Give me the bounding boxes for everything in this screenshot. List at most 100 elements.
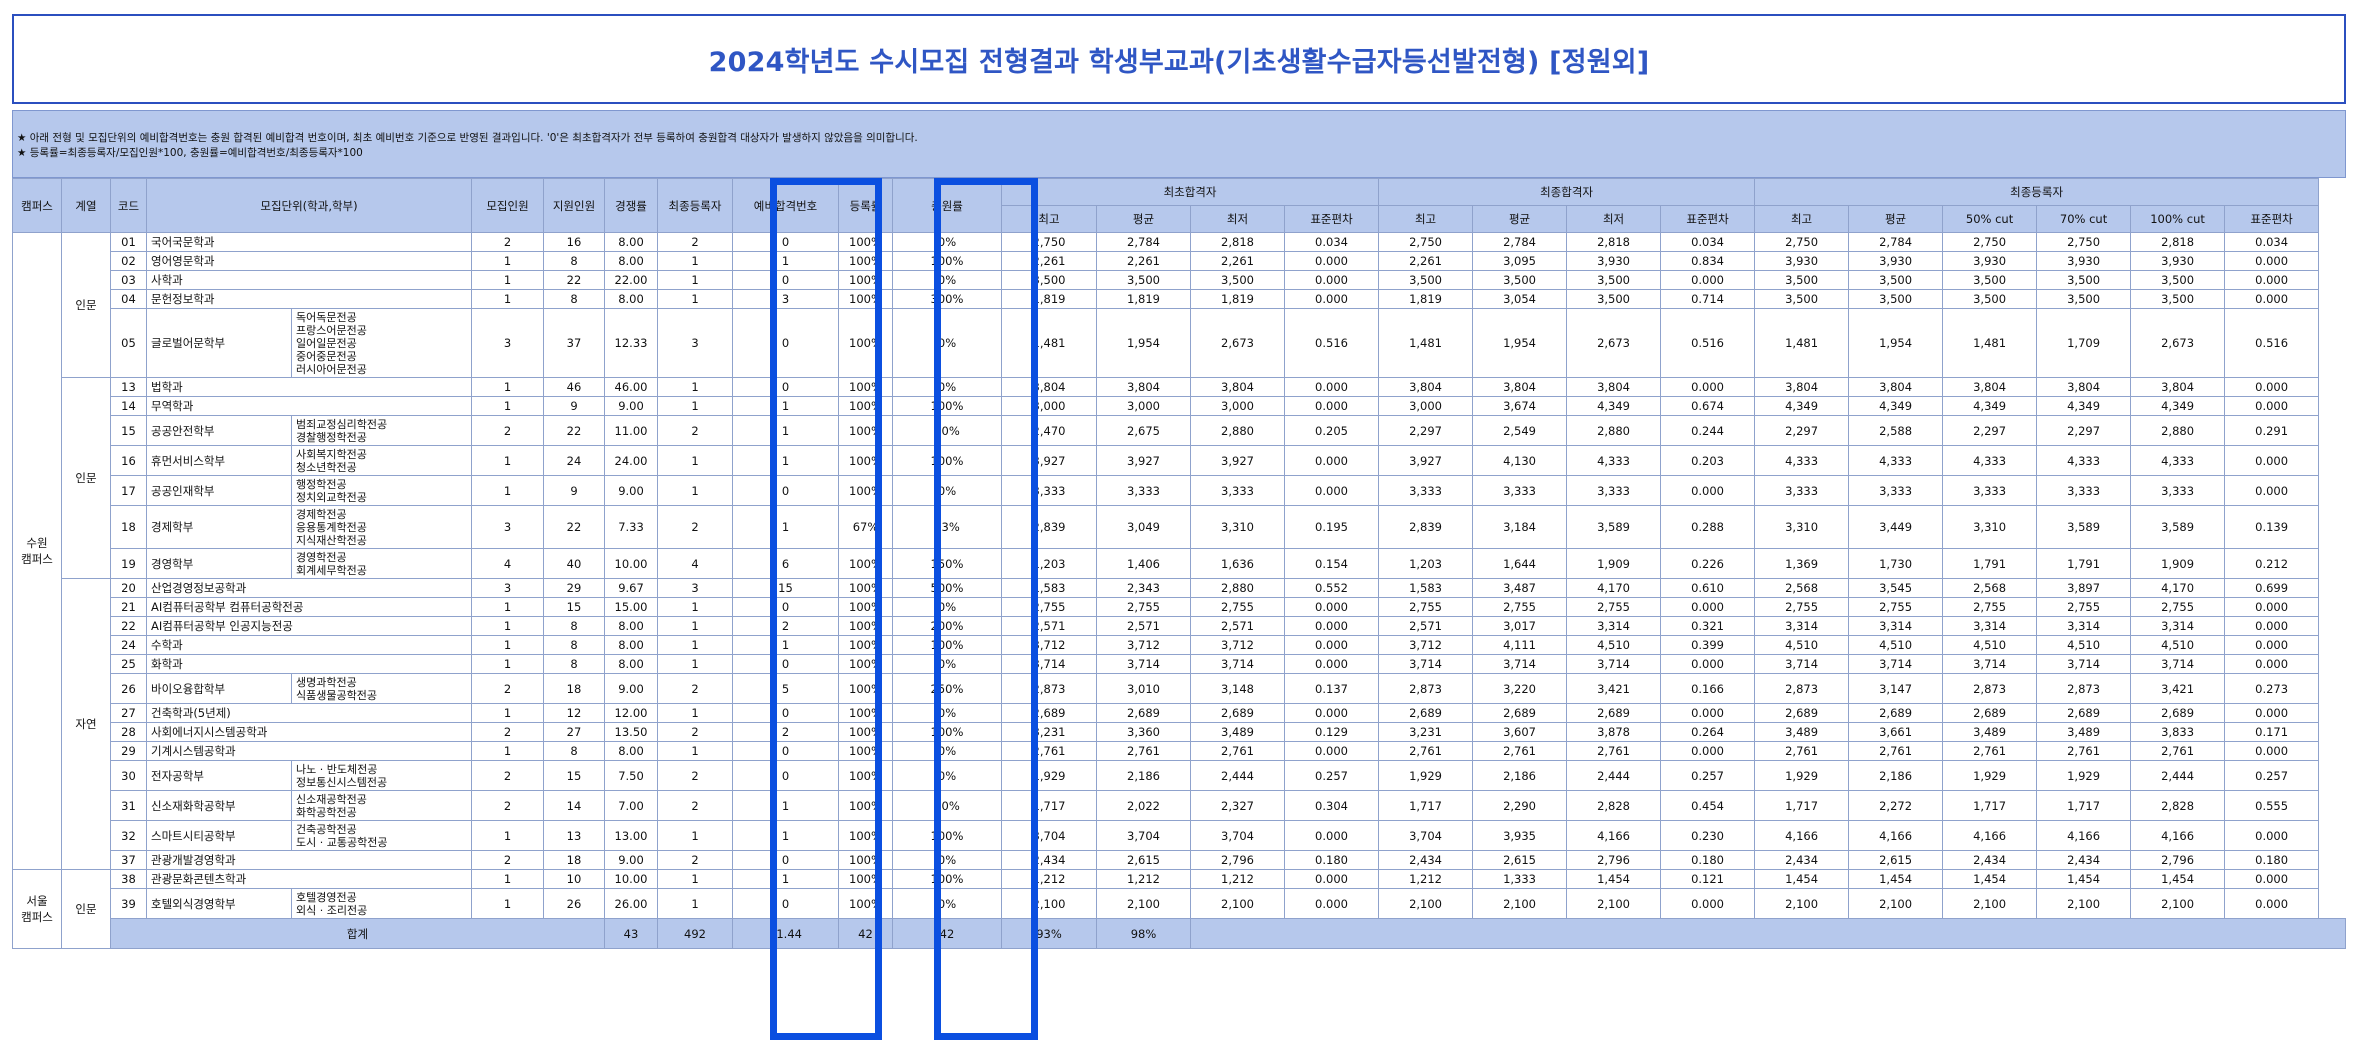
value-cell: 0.000 — [1660, 741, 1756, 761]
value-cell: 2,261 — [1378, 251, 1474, 271]
value-cell: 2,297 — [1942, 415, 2038, 446]
table-row: 서울 캠퍼스 인문 38 관광문화콘텐츠학과 1 10 10.00 1 1 100% 100% 1,2… — [12, 869, 2346, 949]
value-cell: 2,588 — [1848, 415, 1944, 446]
value-cell: 1,481 — [1378, 308, 1474, 378]
value-cell: 0.552 — [1283, 578, 1380, 598]
value-cell: 2,750 — [1001, 232, 1097, 252]
value-cell: 2,796 — [2130, 850, 2226, 870]
value-cell: 0.000 — [2224, 597, 2320, 617]
unit-name-cell: 무역학과 — [146, 396, 472, 416]
col-enrolled-sub: 50% cut — [1942, 205, 2038, 233]
value-cell: 0.000 — [1283, 270, 1380, 290]
table-row: 37 관광개발경영학과 2 18 9.00 2 0 100% 0% 2,434 2,615 2,796… — [13, 850, 2346, 870]
value-cell: 1 — [657, 475, 733, 506]
value-cell: 1 — [732, 790, 839, 821]
value-cell: 9.00 — [604, 396, 658, 416]
value-cell: 3,095 — [1472, 251, 1568, 271]
value-cell: 0.000 — [2224, 820, 2320, 851]
value-cell: 0.000 — [1660, 597, 1756, 617]
value-cell: 2,689 — [1754, 703, 1850, 723]
table-row: 24 수학과 1 8 8.00 1 1 100% 100% 3,712 3,712 3,712 0.00… — [13, 635, 2346, 655]
value-cell: 0 — [732, 597, 839, 617]
value-cell: 0 — [732, 741, 839, 761]
value-cell: 2 — [471, 722, 544, 742]
value-cell: 4,510 — [1566, 635, 1662, 655]
value-cell: 3,714 — [1942, 654, 2038, 674]
value-cell: 2,761 — [2130, 741, 2226, 761]
value-cell: 1 — [732, 396, 839, 416]
value-cell: 3,500 — [1096, 270, 1191, 290]
col-enrolled-sub: 70% cut — [2036, 205, 2132, 233]
value-cell: 1,333 — [1472, 869, 1568, 889]
value-cell: 100% — [838, 654, 893, 674]
value-cell: 2,880 — [1190, 578, 1285, 598]
value-cell: 3,421 — [2130, 673, 2226, 704]
value-cell: 100% — [838, 232, 893, 252]
value-cell: 2,755 — [1096, 597, 1191, 617]
value-cell: 100% — [838, 673, 893, 704]
unit-name-cell: 호텔외식경영학부 — [146, 888, 292, 919]
value-cell: 2,434 — [1378, 850, 1474, 870]
value-cell: 1,819 — [1190, 289, 1285, 309]
unit-name-cell: 스마트시티공학부 — [146, 820, 292, 851]
value-cell: 0.264 — [1660, 722, 1756, 742]
value-cell: 0 — [732, 850, 839, 870]
table-row: 인문 13 법학과 1 46 46.00 1 0 100% 0% 3,804 3,804 3,804 0.… — [13, 377, 2346, 579]
value-cell: 1 — [657, 377, 733, 397]
value-cell: 1 — [732, 415, 839, 446]
value-cell: 0.000 — [1283, 820, 1380, 851]
value-cell: 4,510 — [1848, 635, 1944, 655]
value-cell: 3,333 — [1566, 475, 1662, 506]
value-cell: 0.129 — [1283, 722, 1380, 742]
value-cell: 2 — [657, 505, 733, 549]
value-cell: 3,147 — [1848, 673, 1944, 704]
title-box: 2024학년도 수시모집 전형결과 학생부교과(기초생활수급자등선발전형) [정… — [12, 14, 2346, 104]
value-cell: 22.00 — [604, 270, 658, 290]
value-cell: 100% — [838, 251, 893, 271]
value-cell: 3,714 — [2130, 654, 2226, 674]
value-cell: 2,750 — [2036, 232, 2132, 252]
value-cell: 1 — [657, 741, 733, 761]
unit-name-cell: 사학과 — [146, 270, 472, 290]
value-cell: 2,689 — [1190, 703, 1285, 723]
value-cell: 4,170 — [1566, 578, 1662, 598]
value-cell: 0.000 — [2224, 869, 2320, 889]
value-cell: 1 — [471, 445, 544, 476]
code-cell: 16 — [110, 445, 147, 476]
value-cell: 18 — [543, 673, 605, 704]
value-cell: 3,833 — [2130, 722, 2226, 742]
unit-major-cell: 건축공학전공 도시 · 교통공학전공 — [291, 820, 472, 851]
value-cell: 100% — [838, 308, 893, 378]
value-cell: 0.000 — [1283, 377, 1380, 397]
value-cell: 6 — [732, 548, 839, 579]
value-cell: 0.000 — [1283, 616, 1380, 636]
value-cell: 0.205 — [1283, 415, 1380, 446]
value-cell: 0.171 — [2224, 722, 2320, 742]
value-cell: 4,166 — [1942, 820, 2038, 851]
value-cell: 2,796 — [1190, 850, 1285, 870]
value-cell: 0 — [732, 654, 839, 674]
value-cell: 3,930 — [2036, 251, 2132, 271]
unit-major-cell: 생명과학전공 식품생물공학전공 — [291, 673, 472, 704]
value-cell: 1 — [657, 597, 733, 617]
value-cell: 2,784 — [1096, 232, 1191, 252]
value-cell: 0.000 — [1283, 869, 1380, 889]
value-cell: 2,755 — [1754, 597, 1850, 617]
value-cell: 4,166 — [2130, 820, 2226, 851]
value-cell: 2,755 — [1190, 597, 1285, 617]
value-cell: 0.674 — [1660, 396, 1756, 416]
value-cell: 2,100 — [1096, 888, 1191, 919]
value-cell: 3,804 — [1190, 377, 1285, 397]
value-cell: 50% — [892, 415, 1002, 446]
value-cell: 2,186 — [1472, 760, 1568, 791]
value-cell: 2,839 — [1378, 505, 1474, 549]
value-cell: 0.000 — [1283, 289, 1380, 309]
value-cell: 0.000 — [2224, 888, 2320, 919]
value-cell: 4 — [657, 548, 733, 579]
value-cell: 1,717 — [1378, 790, 1474, 821]
value-cell: 3,804 — [2130, 377, 2226, 397]
value-cell: 1 — [471, 396, 544, 416]
value-cell: 1,454 — [2130, 869, 2226, 889]
value-cell: 3,360 — [1096, 722, 1191, 742]
value-cell: 4,510 — [1942, 635, 2038, 655]
